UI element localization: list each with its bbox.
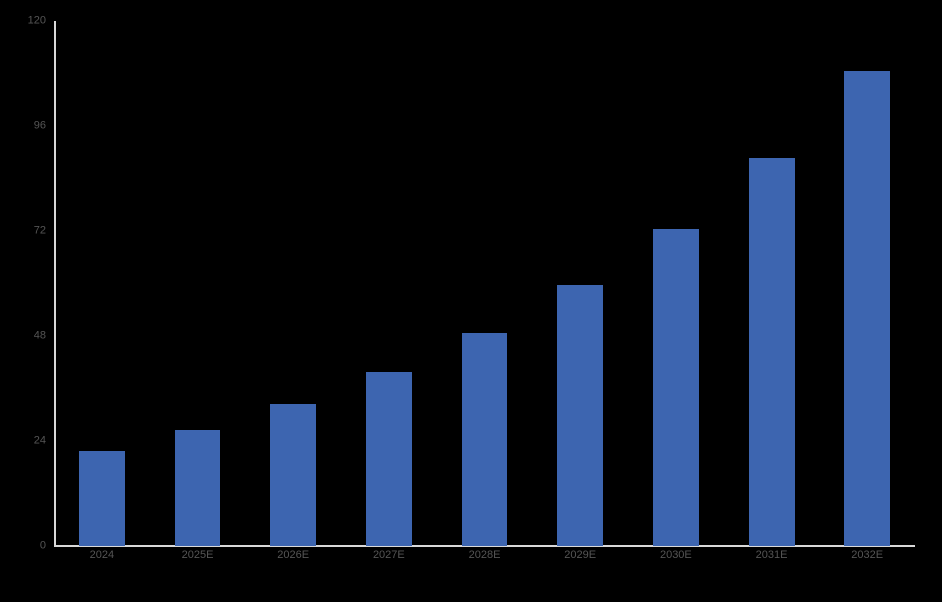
x-axis-tick-label: 2024 bbox=[89, 549, 115, 561]
y-axis-tick-label: 72 bbox=[33, 224, 46, 237]
y-axis-tick-label: 24 bbox=[33, 434, 46, 447]
bar-slot bbox=[437, 21, 533, 546]
bar-slot bbox=[54, 21, 150, 546]
bar-slot bbox=[150, 21, 246, 546]
x-axis-tick-label: 2026E bbox=[277, 549, 310, 561]
x-axis-tick-label: 2028E bbox=[468, 549, 501, 561]
x-axis-tick-label: 2030E bbox=[659, 549, 692, 561]
bar-2029E bbox=[557, 284, 604, 546]
bars-container bbox=[54, 21, 915, 546]
y-axis-tick-label: 48 bbox=[33, 329, 46, 342]
x-axis: 2024 2025E 2026E 2027E 2028E 2029E 2030E 2031E 2… bbox=[54, 549, 915, 562]
x-axis-tick-label: 2027E bbox=[372, 549, 405, 561]
x-axis-tick-label: 2032E bbox=[851, 549, 884, 561]
x-axis-tick-label: 2025E bbox=[181, 549, 214, 561]
bar-slot bbox=[245, 21, 341, 546]
x-axis-tick-label: 2029E bbox=[564, 549, 597, 561]
y-axis-tick-label: 96 bbox=[33, 119, 46, 132]
bar-slot bbox=[341, 21, 437, 546]
bar-2025E bbox=[174, 429, 221, 546]
bar-2031E bbox=[748, 157, 795, 546]
bar-2030E bbox=[652, 228, 699, 546]
bar-slot bbox=[532, 21, 628, 546]
y-axis-tick-label: 120 bbox=[27, 14, 46, 27]
bar-slot bbox=[724, 21, 820, 546]
bar-slot bbox=[819, 21, 915, 546]
bar-slot bbox=[628, 21, 724, 546]
bar-2024 bbox=[78, 451, 125, 546]
x-axis-tick-label: 2031E bbox=[755, 549, 788, 561]
bar-2032E bbox=[844, 70, 891, 546]
y-axis-line bbox=[54, 21, 56, 546]
bar-2027E bbox=[365, 371, 412, 546]
bar-2026E bbox=[270, 403, 317, 546]
plot-area bbox=[54, 21, 915, 546]
y-axis-tick-label: 0 bbox=[39, 539, 46, 552]
bar-2028E bbox=[461, 332, 508, 546]
